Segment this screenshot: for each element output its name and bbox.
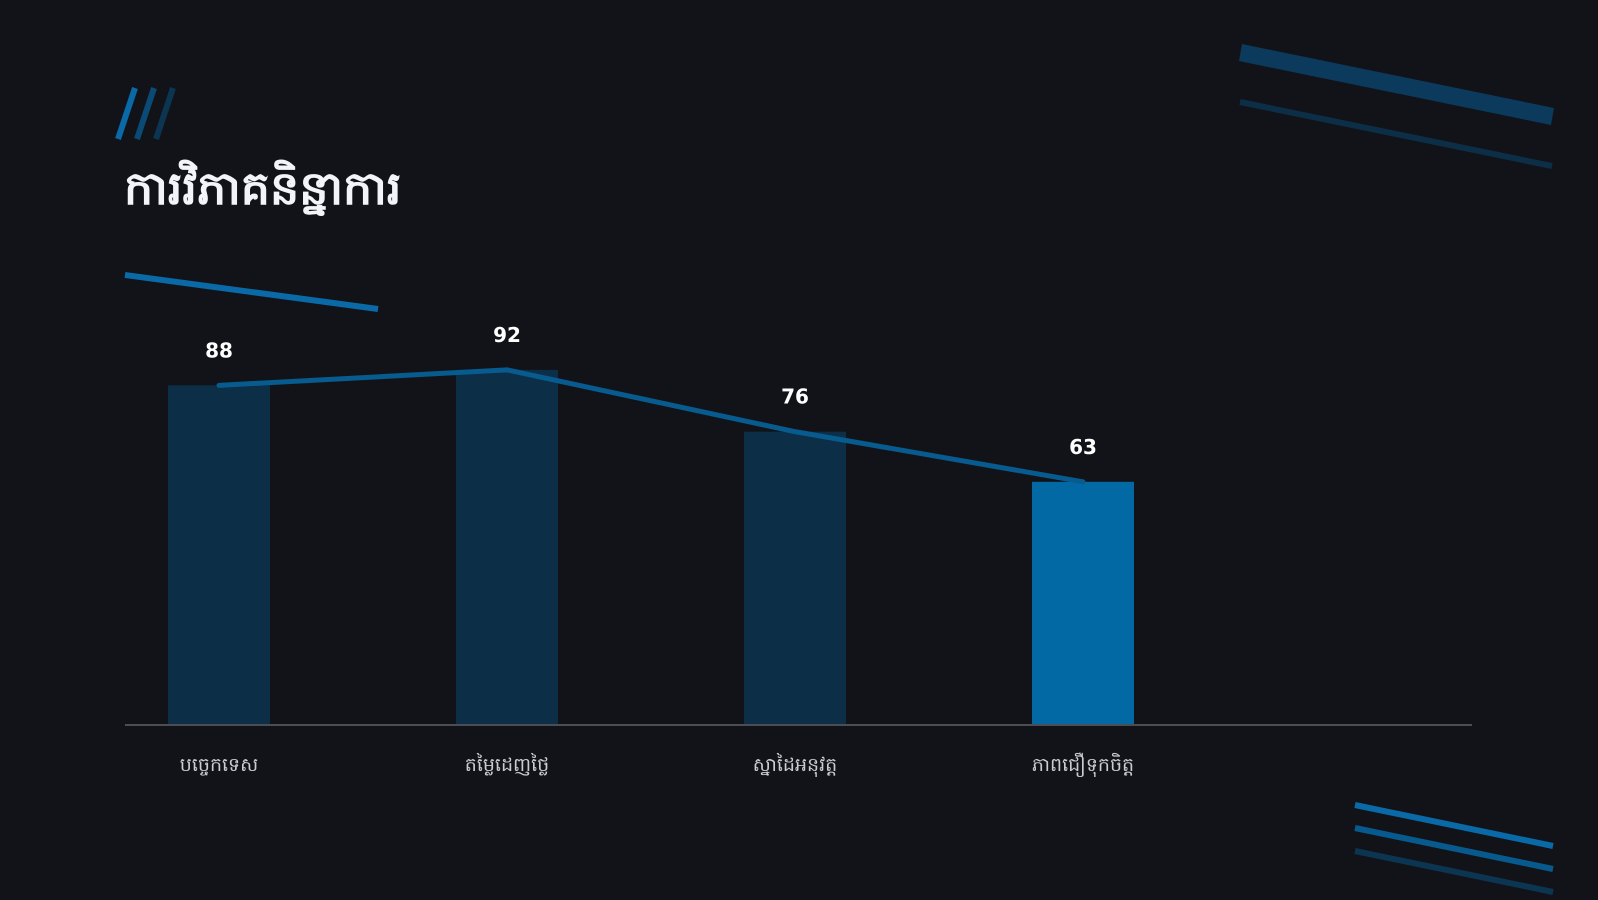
bar-0 (168, 385, 270, 725)
value-label-3: 63 (1069, 435, 1097, 459)
slash-mark-icon (115, 87, 176, 140)
corner-stripe-bottom-3 (1354, 848, 1554, 895)
category-label-0: បច្ចេកទេស (180, 754, 258, 776)
corner-stripe-thick (1239, 44, 1554, 125)
value-label-0: 88 (205, 338, 233, 362)
corner-stripe-bottom-1 (1354, 802, 1554, 849)
bar-3 (1032, 481, 1134, 725)
value-label-1: 92 (493, 323, 521, 347)
bar-1 (456, 369, 558, 725)
slide-title: ការវិភាគនិន្នាការ (124, 161, 402, 215)
title-underline-accent (124, 272, 379, 312)
category-label-3: ភាពជឿទុកចិត្ត (1032, 752, 1134, 778)
trend-line (216, 367, 1086, 485)
bar-2 (744, 431, 846, 725)
category-label-1: តម្លៃដេញថ្លៃ (465, 752, 549, 776)
category-label-2: ស្នាដៃអនុវត្ត (753, 752, 837, 778)
corner-stripe-thin (1239, 99, 1553, 169)
corner-stripe-bottom-2 (1354, 825, 1554, 872)
value-label-2: 76 (781, 385, 809, 409)
